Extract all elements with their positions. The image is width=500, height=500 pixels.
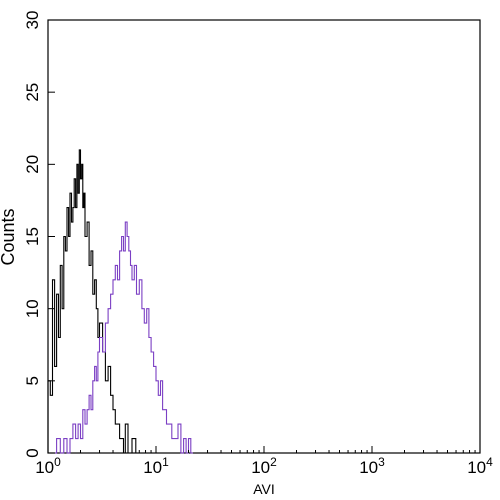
series-line-1 bbox=[47, 149, 140, 454]
y-tick-label: 15 bbox=[23, 227, 42, 246]
x-tick-label: 102 bbox=[251, 455, 277, 477]
series-line-2 bbox=[48, 221, 193, 454]
series-layer bbox=[47, 149, 193, 454]
y-axis-ticks: 0 5 10 15 20 25 30 bbox=[23, 11, 55, 458]
y-tick-label: 0 bbox=[23, 448, 42, 457]
y-axis-label: Counts bbox=[0, 208, 18, 265]
y-tick-label: 5 bbox=[23, 376, 42, 385]
plot-frame bbox=[47, 19, 481, 454]
x-axis-ticks: 100 101 102 103 104 bbox=[35, 446, 493, 477]
y-tick-label: 25 bbox=[23, 83, 42, 102]
y-tick-label: 30 bbox=[23, 11, 42, 30]
x-tick-label: 100 bbox=[35, 455, 61, 477]
x-axis-label: AVI bbox=[253, 481, 275, 497]
x-tick-label: 104 bbox=[467, 455, 493, 477]
x-tick-label: 101 bbox=[143, 455, 169, 477]
y-tick-label: 20 bbox=[23, 155, 42, 174]
x-tick-label: 103 bbox=[359, 455, 385, 477]
y-tick-label: 10 bbox=[23, 299, 42, 318]
